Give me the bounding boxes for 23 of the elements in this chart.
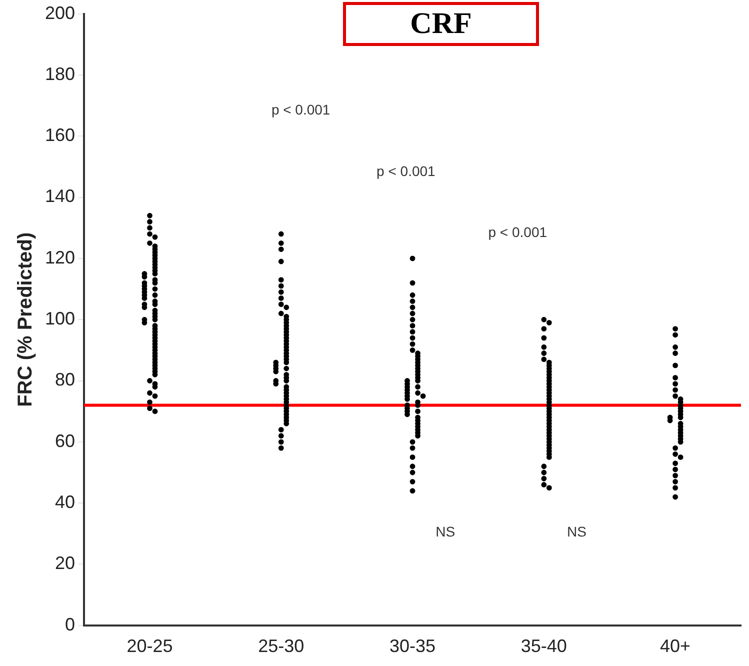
x-tick-label: 30-35 xyxy=(389,636,436,656)
y-tick-label: 160 xyxy=(44,125,76,146)
x-tick-label: 20-25 xyxy=(126,636,173,656)
y-tick-label: 0 xyxy=(65,614,76,634)
y-axis-title: FRC (% Predicted) xyxy=(14,232,37,407)
y-tick-label: 40 xyxy=(55,492,76,512)
annotation: p < 0.001 xyxy=(376,162,436,179)
y-tick-label: 20 xyxy=(55,553,76,574)
y-tick-label: 200 xyxy=(44,2,76,23)
y-tick-label: 80 xyxy=(55,370,76,390)
annotation: NS xyxy=(436,524,456,540)
x-tick-label: 25-30 xyxy=(258,636,304,656)
y-tick-label: 180 xyxy=(44,64,76,84)
x-tick-label: 40+ xyxy=(660,636,691,656)
y-tick-label: 140 xyxy=(44,186,76,206)
chart-title: CRF xyxy=(343,2,539,46)
y-tick-label: 60 xyxy=(55,430,76,451)
x-tick-label: 35-40 xyxy=(520,636,567,656)
y-tick-label: 120 xyxy=(44,247,76,268)
annotation: p < 0.001 xyxy=(271,102,330,118)
y-tick-label: 100 xyxy=(44,308,76,329)
annotation: p < 0.001 xyxy=(488,224,548,240)
annotation: NS xyxy=(567,524,586,540)
